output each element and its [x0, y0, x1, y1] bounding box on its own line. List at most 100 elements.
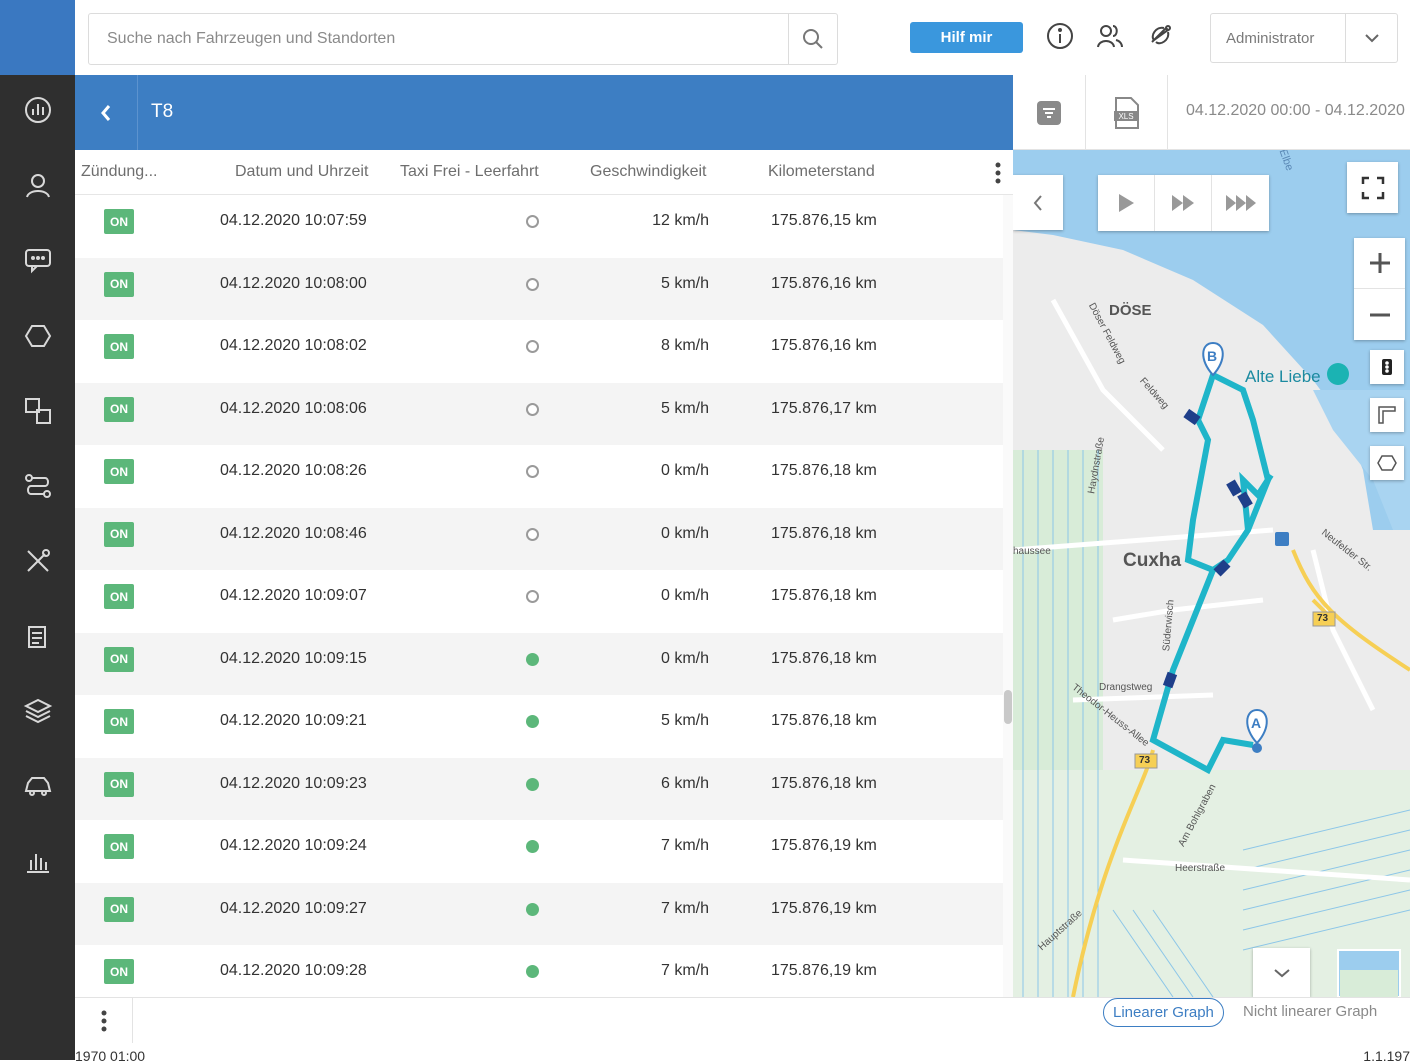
column-menu-button[interactable] — [993, 160, 1003, 186]
playback-controls — [1098, 175, 1269, 231]
back-button[interactable] — [75, 75, 138, 150]
sidebar — [0, 0, 75, 1060]
chevron-down-icon — [1364, 34, 1379, 43]
fullscreen-icon — [1361, 176, 1384, 199]
sidebar-item-users[interactable] — [0, 156, 75, 216]
search-input[interactable]: Suche nach Fahrzeugen und Standorten — [107, 30, 396, 47]
chat-icon — [24, 249, 51, 274]
page-title: T8 — [151, 101, 174, 122]
table-scrollbar[interactable] — [1003, 195, 1013, 997]
sidebar-item-statistics[interactable] — [0, 831, 75, 891]
tools-icon — [26, 549, 50, 572]
help-button[interactable]: Hilf mir — [910, 22, 1023, 53]
sidebar-item-reports[interactable] — [0, 606, 75, 666]
search-box[interactable]: Suche nach Fahrzeugen und Standorten — [88, 13, 838, 65]
ignition-badge: ON — [104, 646, 134, 672]
bell-icon — [1151, 25, 1171, 45]
map[interactable]: DÖSE Alte Liebe Cuxha Döser Feldweg Feld… — [1013, 150, 1410, 997]
cell-speed: 0 km/h — [660, 649, 709, 667]
sidebar-item-vehicles[interactable] — [0, 756, 75, 816]
table-row[interactable]: ON 04.12.2020 10:08:46 0 km/h 175.876,18 km — [75, 507, 1003, 570]
taxi-free-indicator — [526, 777, 539, 791]
map-label-cuxhaven: Cuxha — [1123, 550, 1182, 571]
cell-speed: 8 km/h — [660, 337, 709, 354]
fast-forward-button[interactable] — [1155, 175, 1212, 231]
map-label-dose: DÖSE — [1109, 302, 1152, 319]
map-collapse-button[interactable] — [1013, 175, 1063, 230]
sidebar-item-trips[interactable] — [0, 456, 75, 516]
user-dropdown-toggle[interactable] — [1345, 14, 1397, 62]
cell-datetime: 04.12.2020 10:08:00 — [220, 274, 367, 292]
panel-header: T8 — [75, 75, 1013, 150]
search-button[interactable] — [788, 14, 837, 64]
triple-forward-icon — [1225, 195, 1256, 211]
zoom-in-button[interactable] — [1354, 238, 1405, 289]
taxi-free-indicator — [526, 902, 539, 916]
polygon-icon — [1377, 455, 1397, 471]
geofence-button[interactable] — [1370, 446, 1404, 480]
traffic-light-icon — [1382, 359, 1392, 375]
scroll-thumb[interactable] — [1004, 690, 1012, 724]
table-row[interactable]: ON 04.12.2020 10:09:27 7 km/h 175.876,19 km — [75, 882, 1003, 945]
contacts-button[interactable] — [1094, 20, 1126, 52]
table-row[interactable]: ON 04.12.2020 10:09:07 0 km/h 175.876,18 km — [75, 570, 1003, 632]
taxi-free-indicator — [526, 340, 539, 353]
table-row[interactable]: ON 04.12.2020 10:09:23 6 km/h 175.876,18 km — [75, 757, 1003, 820]
zoom-out-button[interactable] — [1354, 289, 1405, 340]
column-odometer[interactable]: Kilometerstand — [768, 163, 875, 180]
ignition-badge: ON — [104, 521, 134, 547]
notifications-button[interactable] — [1144, 20, 1176, 52]
table-row[interactable]: ON 04.12.2020 10:09:21 5 km/h 175.876,18 km — [75, 695, 1003, 757]
sidebar-item-service[interactable] — [0, 531, 75, 591]
sidebar-item-layers[interactable] — [0, 681, 75, 741]
logo[interactable] — [0, 0, 75, 75]
table-row[interactable]: ON 04.12.2020 10:09:28 7 km/h 175.876,19 km — [75, 945, 1003, 997]
fullscreen-button[interactable] — [1347, 162, 1398, 213]
measure-button[interactable] — [1370, 398, 1404, 432]
date-range[interactable]: 04.12.2020 00:00 - 04.12.2020 — [1186, 102, 1405, 119]
map-expand-button[interactable] — [1253, 948, 1310, 997]
cell-odometer: 175.876,18 km — [771, 774, 877, 792]
sidebar-item-routes-ab[interactable] — [0, 381, 75, 441]
bar-chart-icon — [26, 854, 49, 873]
column-datetime[interactable]: Datum und Uhrzeit — [235, 163, 369, 180]
table-row[interactable]: ON 04.12.2020 10:09:24 7 km/h 175.876,19 km — [75, 820, 1003, 882]
cell-datetime: 04.12.2020 10:07:59 — [220, 212, 367, 229]
cell-datetime: 04.12.2020 10:09:07 — [220, 587, 367, 604]
column-speed[interactable]: Geschwindigkeit — [590, 163, 707, 180]
column-taxi-free[interactable]: Taxi Frei - Leerfahrt — [400, 163, 539, 180]
chevron-left-icon — [1033, 194, 1042, 211]
cell-speed: 6 km/h — [660, 774, 709, 792]
minus-icon — [1369, 313, 1390, 316]
faster-forward-button[interactable] — [1212, 175, 1269, 231]
cell-datetime: 04.12.2020 10:09:28 — [220, 962, 367, 979]
export-xls-button[interactable]: XLS — [1086, 75, 1168, 150]
play-button[interactable] — [1098, 175, 1155, 231]
user-dropdown[interactable]: Administrator — [1210, 13, 1398, 63]
ignition-badge: ON — [104, 334, 134, 359]
ruler-icon — [1378, 406, 1396, 424]
linear-graph-button[interactable]: Linearer Graph — [1103, 998, 1224, 1027]
table-row[interactable]: ON 04.12.2020 10:08:02 8 km/h 175.876,16 km — [75, 320, 1003, 382]
sidebar-item-geofences[interactable] — [0, 306, 75, 366]
sidebar-item-messages[interactable] — [0, 230, 75, 290]
marker-a[interactable]: A — [1251, 715, 1262, 731]
graph-menu-button[interactable] — [75, 998, 133, 1043]
chevron-down-icon — [1273, 968, 1290, 977]
ignition-badge: ON — [104, 459, 134, 484]
cell-speed: 5 km/h — [660, 399, 709, 417]
table-row[interactable]: ON 04.12.2020 10:09:15 0 km/h 175.876,18 km — [75, 632, 1003, 695]
marker-b[interactable]: B — [1207, 348, 1218, 364]
table-row[interactable]: ON 04.12.2020 10:08:26 0 km/h 175.876,18 km — [75, 445, 1003, 507]
nonlinear-graph-button[interactable]: Nicht linearer Graph — [1243, 1003, 1378, 1020]
traffic-button[interactable] — [1370, 350, 1404, 384]
table-row[interactable]: ON 04.12.2020 10:08:06 5 km/h 175.876,17 km — [75, 382, 1003, 445]
cell-speed: 7 km/h — [660, 899, 709, 917]
cell-datetime: 04.12.2020 10:08:26 — [220, 462, 367, 479]
table-row[interactable]: ON 04.12.2020 10:07:59 12 km/h 175.876,15 k… — [75, 195, 1003, 257]
filter-button[interactable] — [1013, 75, 1086, 150]
info-button[interactable] — [1044, 20, 1076, 52]
table-row[interactable]: ON 04.12.2020 10:08:00 5 km/h 175.876,16 km — [75, 257, 1003, 320]
column-ignition[interactable]: Zündung... — [81, 163, 158, 180]
sidebar-item-dashboard[interactable] — [0, 80, 75, 140]
